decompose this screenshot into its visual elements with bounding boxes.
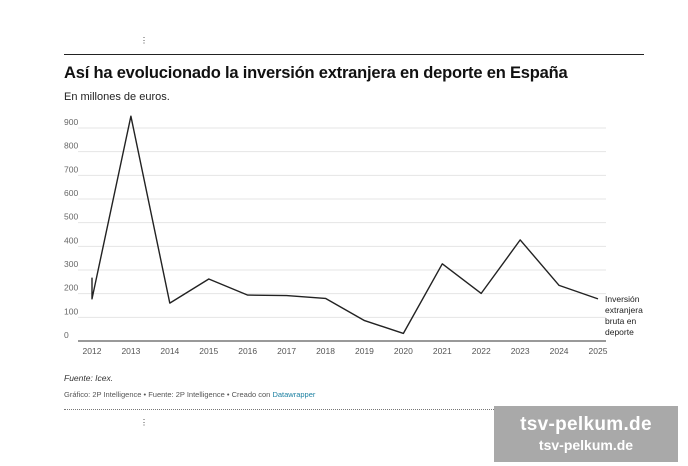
y-tick-label: 800 [64,141,78,151]
y-tick-label: 900 [64,117,78,127]
y-tick-label: 700 [64,164,78,174]
y-tick-label: 600 [64,188,78,198]
source-note: Fuente: Icex. [64,373,114,383]
series-label-line: extranjera [605,305,643,315]
y-tick-label: 300 [64,259,78,269]
y-tick-label: 200 [64,283,78,293]
y-tick-label: 0 [64,330,69,340]
watermark-line-1: tsv-pelkum.de [520,414,652,435]
series-label-line: bruta en [605,316,636,326]
x-tick-label: 2015 [199,346,218,356]
x-tick-label: 2014 [160,346,179,356]
x-tick-label: 2025 [589,346,608,356]
footer-rule [64,409,644,410]
series-line [91,115,599,335]
x-tick-label: 2018 [316,346,335,356]
credit-line: Gráfico: 2P Intelligence • Fuente: 2P In… [64,390,315,399]
x-tick-label: 2019 [355,346,374,356]
x-tick-label: 2021 [433,346,452,356]
y-tick-label: 100 [64,306,78,316]
x-tick-label: 2020 [394,346,413,356]
y-tick-label: 400 [64,235,78,245]
x-tick-label: 2017 [277,346,296,356]
watermark: tsv-pelkum.de tsv-pelkum.de [494,406,678,462]
x-tick-label: 2022 [472,346,491,356]
x-tick-label: 2012 [83,346,102,356]
series-label-line: Inversión [605,294,640,304]
y-tick-label: 500 [64,212,78,222]
x-tick-label: 2013 [121,346,140,356]
more-menu-dots-top: ⋮ [140,36,148,45]
chart-notes: Fuente: Icex. Gráfico: 2P Intelligence •… [64,373,315,399]
header-rule [64,54,644,55]
series-label-line: deporte [605,327,634,337]
x-tick-label: 2016 [238,346,257,356]
watermark-line-2: tsv-pelkum.de [538,437,634,453]
x-tick-label: 2023 [511,346,530,356]
more-menu-dots-bottom: ⋮ [140,418,148,427]
series-label: Inversión extranjera bruta en deporte [605,294,643,337]
x-tick-label: 2024 [550,346,569,356]
chart-title: Así ha evolucionado la inversión extranj… [64,64,568,82]
datawrapper-link[interactable]: Datawrapper [272,390,316,399]
chart-subtitle: En millones de euros. [64,91,170,103]
credit-text: Gráfico: 2P Intelligence • Fuente: 2P In… [64,390,273,399]
